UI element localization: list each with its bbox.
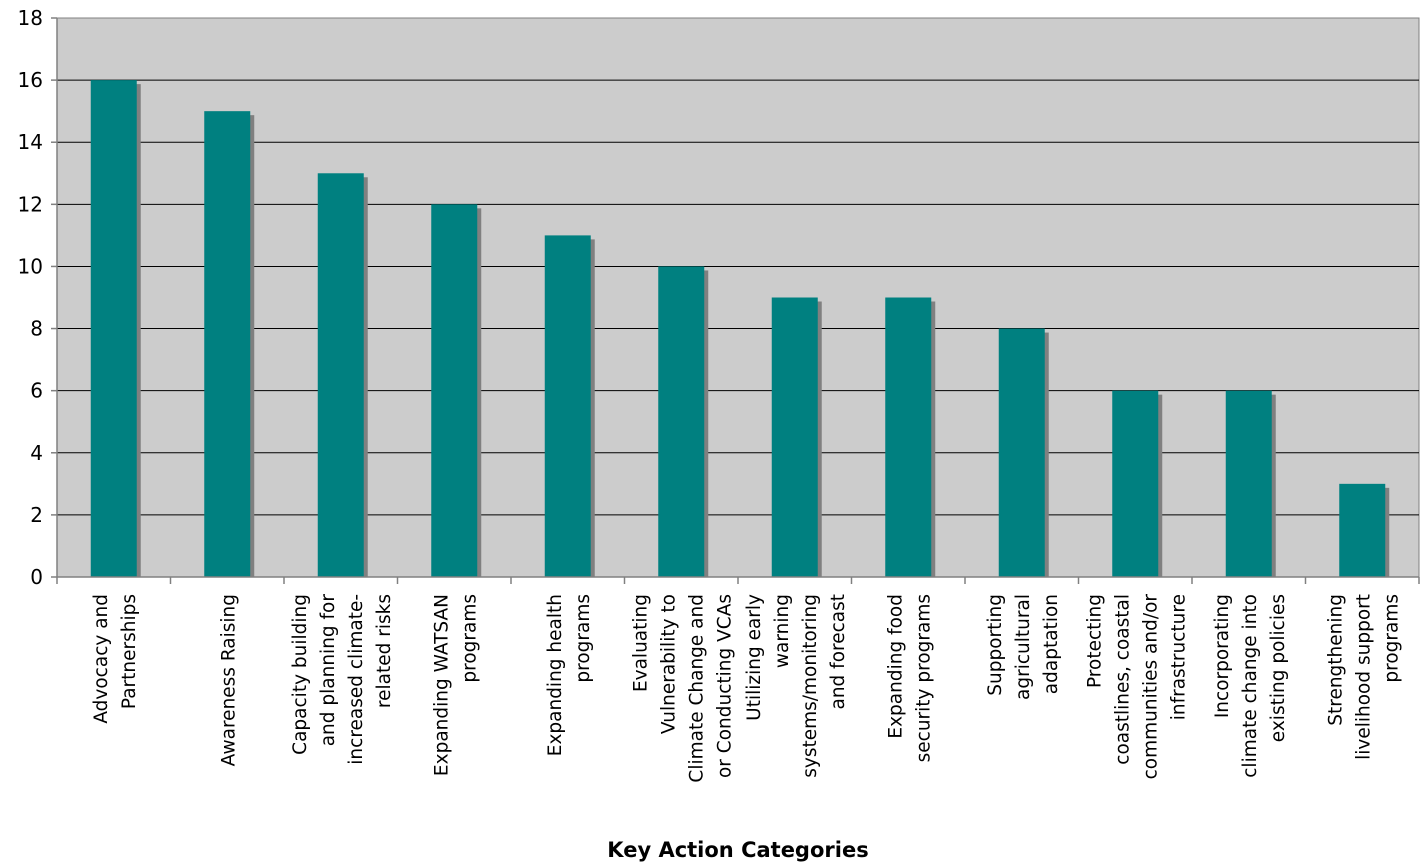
bar: [1225, 390, 1272, 577]
x-category-label-line: communities and/or: [1140, 594, 1161, 780]
x-category-label-line: systems/monitoring: [800, 594, 821, 778]
x-category-label-line: programs: [1381, 594, 1402, 683]
x-category-label: Advocacy and Partnerships: [91, 594, 140, 724]
y-tick-label: 12: [18, 192, 43, 216]
bar: [998, 328, 1045, 577]
bars-group: [90, 80, 1390, 578]
bar: [544, 235, 591, 577]
x-category-label-line: Climate Change and: [686, 594, 707, 783]
x-category-label-line: and planning for: [318, 594, 339, 747]
x-category-label-line: Expanding health: [545, 594, 566, 756]
x-category-label-line: Evaluating: [630, 594, 651, 692]
y-tick-label: 6: [30, 379, 43, 403]
bar: [204, 111, 251, 578]
x-category-label-line: Expanding WATSAN: [431, 594, 452, 776]
bar: [1339, 483, 1386, 577]
x-category-label-line: Utilizing early: [744, 594, 765, 721]
y-tick-label: 10: [18, 254, 43, 278]
x-category-label: Incorporating climate change into existing…: [1212, 594, 1289, 778]
x-category-label-line: security programs: [913, 594, 934, 762]
y-tick-label: 16: [18, 68, 43, 92]
x-category-label-line: Vulnerability to: [658, 594, 679, 734]
x-category-label-line: Expanding food: [885, 594, 906, 739]
x-category-labels: Advocacy and Partnerships Awareness Raisin…: [91, 594, 1403, 783]
x-category-label-line: or Conducting VCAs: [714, 594, 735, 778]
x-category-label-line: Protecting: [1084, 594, 1105, 688]
plot-area: [56, 17, 1420, 578]
x-category-label-line: Awareness Raising: [218, 594, 239, 766]
bar: [1112, 390, 1159, 577]
x-category-label-line: existing policies: [1268, 594, 1289, 742]
y-tick-label: 18: [18, 6, 43, 30]
y-tick-label: 14: [18, 130, 43, 154]
y-tick-label: 0: [30, 565, 43, 589]
y-tick-label: 4: [30, 441, 43, 465]
x-category-label-line: programs: [459, 594, 480, 683]
x-category-label-line: Advocacy and: [91, 594, 112, 724]
x-category-label: Utilizing early warning systems/monitoring…: [744, 594, 849, 778]
x-category-label-line: infrastructure: [1168, 594, 1189, 720]
x-category-label-line: agricultural: [1013, 594, 1034, 700]
x-category-label-line: Capacity building: [290, 594, 311, 755]
x-category-label-line: programs: [573, 594, 594, 683]
x-category-label: Evaluating Vulnerability to Climate Change…: [630, 594, 735, 783]
x-category-label: Expanding health programs: [545, 594, 594, 756]
y-tick-labels: 0 2 4 6 8 10 12 14 16 18: [18, 6, 57, 589]
x-category-label-line: livelihood support: [1353, 594, 1374, 760]
x-category-label-line: and forecast: [828, 594, 849, 710]
x-axis-title: Key Action Categories: [607, 838, 868, 862]
x-category-label: Supporting agricultural adaptation: [985, 594, 1062, 700]
x-category-label: Awareness Raising: [218, 594, 239, 766]
bar: [771, 297, 818, 577]
bar: [317, 173, 364, 577]
x-category-label-line: Strengthening: [1325, 594, 1346, 726]
bar: [90, 80, 137, 577]
x-tick-marks: [56, 577, 1420, 584]
x-category-label: Expanding WATSAN programs: [431, 594, 480, 776]
bar: [885, 297, 932, 577]
x-category-label-line: Supporting: [985, 594, 1006, 696]
x-category-label-line: climate change into: [1240, 594, 1261, 778]
bar: [658, 266, 705, 577]
x-category-label-line: Partnerships: [119, 594, 140, 709]
x-category-label-line: Incorporating: [1212, 594, 1233, 718]
bar: [431, 204, 478, 578]
x-category-label-line: adaptation: [1041, 594, 1062, 694]
x-category-label: Protecting coastlines, coastal communities…: [1084, 594, 1189, 780]
x-category-label-line: related risks: [374, 594, 395, 708]
gridlines: [57, 79, 1419, 516]
x-category-label: Capacity building and planning for increas…: [290, 594, 395, 765]
y-tick-label: 2: [30, 503, 43, 527]
x-category-label-line: coastlines, coastal: [1112, 594, 1133, 765]
x-category-label-line: warning: [772, 594, 793, 668]
x-category-label-line: increased climate-: [346, 594, 367, 765]
y-tick-label: 8: [30, 317, 43, 341]
x-category-label: Strengthening livelihood support programs: [1325, 594, 1402, 760]
x-category-label: Expanding food security programs: [885, 594, 934, 762]
